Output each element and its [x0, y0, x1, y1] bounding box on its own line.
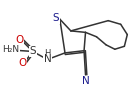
- Text: N: N: [82, 77, 90, 87]
- Text: O: O: [15, 35, 23, 45]
- Text: S: S: [53, 13, 59, 23]
- Text: H: H: [44, 49, 51, 58]
- Text: S: S: [29, 46, 36, 56]
- Text: N: N: [44, 55, 51, 65]
- Text: O: O: [18, 58, 26, 68]
- Text: H₂N: H₂N: [2, 45, 19, 55]
